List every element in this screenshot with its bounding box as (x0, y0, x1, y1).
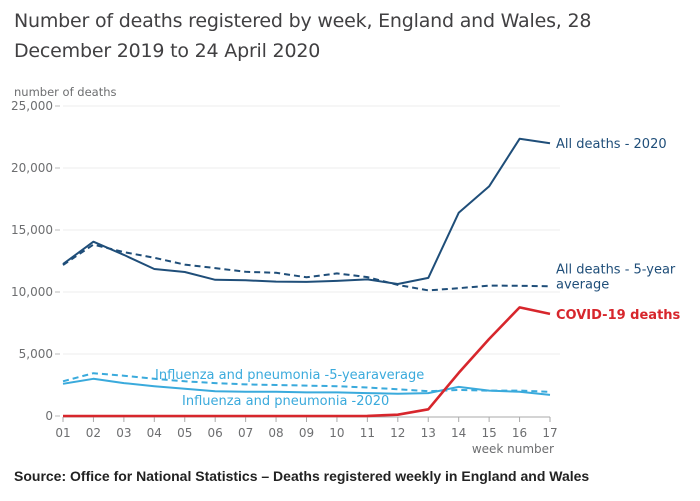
y-tick-label: 10,000 (11, 285, 53, 299)
x-tick-label: 08 (268, 426, 283, 440)
x-tick-label: 11 (360, 426, 375, 440)
series-lines (62, 137, 551, 418)
x-tick-label: 07 (238, 426, 253, 440)
label-influenza-5yr-average: Influenza and pneumonia -5-yearaverage (155, 368, 424, 383)
y-tick-label: 20,000 (11, 161, 53, 175)
y-tick-label: 0 (45, 409, 53, 423)
series-line-influenza-and-pneumonia-5-year-average (62, 372, 551, 393)
series-line-all-deaths-5-year-average (62, 243, 551, 292)
source-note: Source: Office for National Statistics –… (14, 468, 590, 484)
label-covid-19-deaths: COVID-19 deaths (556, 308, 681, 323)
x-tick-label: 14 (451, 426, 466, 440)
label-influenza-2020: Influenza and pneumonia -2020 (182, 394, 389, 409)
label-all-deaths-2020: All deaths - 2020 (556, 137, 667, 152)
y-axis-ticks: 0 5,000 10,000 15,000 20,000 25,000 (11, 99, 60, 423)
x-tick-label: 04 (147, 426, 162, 440)
x-tick-label: 03 (116, 426, 131, 440)
y-tick-label: 15,000 (11, 223, 53, 237)
x-tick-label: 06 (208, 426, 223, 440)
chart-title-line-2: December 2019 to 24 April 2020 (14, 40, 321, 62)
y-tick-label: 25,000 (11, 99, 53, 113)
x-tick-label: 15 (481, 426, 496, 440)
x-tick-label: 05 (177, 426, 192, 440)
x-axis: 01 02 03 04 05 06 07 08 09 10 11 12 13 14 15 16 17 week n… (55, 416, 558, 456)
y-tick-label: 5,000 (19, 347, 53, 361)
x-tick-label: 12 (390, 426, 405, 440)
x-tick-label: 17 (542, 426, 557, 440)
series-line-all-deaths-2020 (62, 137, 551, 285)
gridlines (63, 105, 560, 355)
y-axis-label: number of deaths (14, 85, 117, 99)
series-line-influenza-and-pneumonia-2020 (62, 377, 551, 396)
label-all-deaths-5yr-average-line2: average (556, 277, 609, 292)
x-tick-label: 13 (421, 426, 436, 440)
label-all-deaths-5yr-average-line1: All deaths - 5-year (556, 262, 676, 277)
series-labels: All deaths - 2020 All deaths - 5-yearaver… (155, 137, 681, 409)
chart-title: Number of deaths registered by week, Eng… (14, 6, 614, 66)
x-tick-label: 01 (55, 426, 70, 440)
x-axis-label: week number (472, 442, 554, 456)
chart-title-line-1: Number of deaths registered by week, Eng… (14, 10, 592, 32)
x-tick-label: 10 (329, 426, 344, 440)
x-tick-label: 16 (512, 426, 527, 440)
x-tick-label: 02 (86, 426, 101, 440)
x-tick-label: 09 (299, 426, 314, 440)
